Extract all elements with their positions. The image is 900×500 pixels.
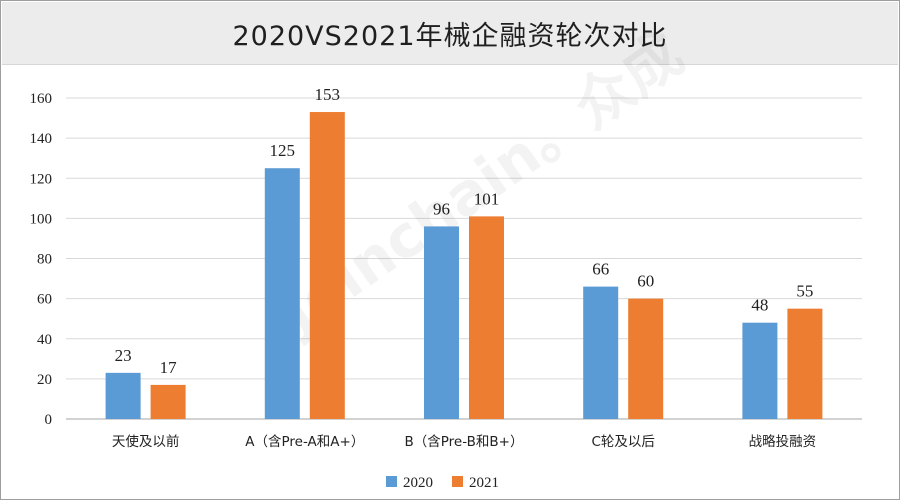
y-tick-label: 100 [30,211,53,227]
legend: 2020 2021 [386,475,499,491]
y-tick-label: 160 [30,91,53,107]
y-tick-label: 140 [30,131,53,147]
bar-2021-3 [628,298,664,419]
data-label-2020-4: 48 [751,296,768,315]
bar-2020-2 [424,226,459,419]
data-label-2021-3: 60 [637,272,654,291]
data-label-2021-0: 17 [160,358,178,377]
legend-label-2020: 2020 [403,475,433,491]
gridlines [66,97,862,420]
bar-2021-0 [150,384,186,419]
category-label: A（含Pre-A和A+） [245,434,364,450]
data-label-2021-1: 153 [315,85,341,104]
y-tick-label: 0 [45,412,53,428]
data-label-2020-2: 96 [433,199,450,218]
legend-swatch-2021 [452,476,463,487]
category-label: 战略投融资 [749,434,817,450]
legend-swatch-2020 [386,476,397,487]
bar-2021-2 [469,216,504,419]
y-tick-label: 80 [37,252,52,268]
data-label-2020-1: 125 [270,141,296,160]
title-bar: 2020VS2021年械企融资轮次对比 [2,2,898,65]
legend-label-2021: 2021 [469,475,499,491]
category-label: C轮及以后 [591,434,654,450]
category-label: 天使及以前 [112,433,180,450]
y-tick-label: 60 [37,292,52,308]
data-label-2021-2: 101 [474,189,500,208]
bar-2020-3 [583,286,619,419]
data-labels: 23 17 125 153 96 101 66 60 48 55 [115,85,814,377]
bar-2020-0 [105,372,141,419]
y-axis: 0 20 40 60 80 100 120 140 160 [30,91,53,428]
bar-2020-4 [742,322,778,419]
category-label: B（含Pre-B和B+） [405,434,524,450]
bar-2021-1 [309,112,345,419]
bar-2020-1 [264,168,300,419]
y-tick-label: 20 [37,372,52,388]
y-tick-label: 40 [37,332,52,348]
bars [105,112,823,419]
chart-title: 2020VS2021年械企融资轮次对比 [232,20,668,52]
data-label-2020-0: 23 [115,346,132,365]
y-tick-label: 120 [30,171,53,187]
data-label-2021-4: 55 [796,282,813,301]
bar-2021-4 [787,308,823,419]
x-axis: 天使及以前 A（含Pre-A和A+） B（含Pre-B和B+） C轮及以后 战略投融资 [112,433,816,450]
data-label-2020-3: 66 [592,260,609,279]
